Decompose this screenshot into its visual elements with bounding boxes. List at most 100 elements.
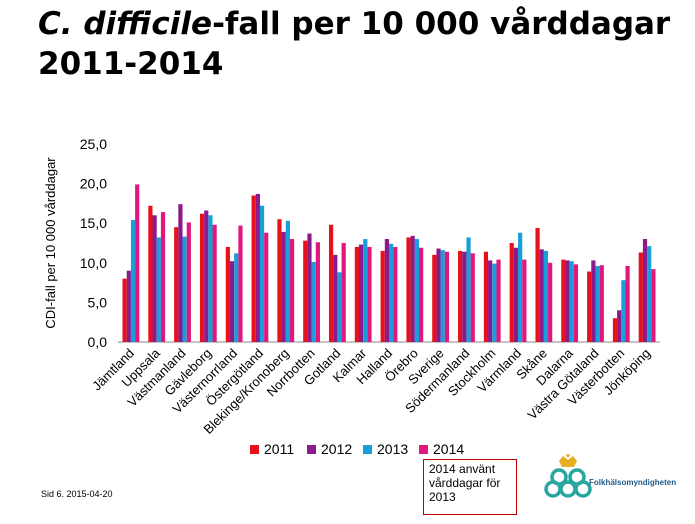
legend-swatch-2013 bbox=[363, 444, 372, 454]
bar-2011 bbox=[303, 240, 308, 342]
bar-2011 bbox=[354, 246, 359, 342]
page-title: C. difficile-fall per 10 000 vårddagar 2… bbox=[38, 4, 678, 84]
bar-2013 bbox=[543, 250, 549, 342]
bar-2014 bbox=[496, 259, 501, 342]
bar-2013 bbox=[130, 220, 136, 342]
bar-2012 bbox=[333, 254, 338, 342]
legend-item-2013: 2013 bbox=[363, 441, 408, 457]
y-tick-label: 5,0 bbox=[88, 294, 108, 310]
logo-text: Folkhälsomyndigheten bbox=[589, 478, 677, 487]
legend-item-2011: 2011 bbox=[250, 441, 294, 457]
y-tick-label: 10,0 bbox=[80, 255, 107, 271]
y-tick-label: 0,0 bbox=[88, 334, 108, 350]
bar-2014 bbox=[393, 246, 398, 342]
bar-2014 bbox=[212, 224, 217, 342]
bar-2014 bbox=[573, 264, 579, 342]
bar-2013 bbox=[389, 243, 394, 342]
bar-2011 bbox=[174, 227, 179, 342]
bar-2011 bbox=[587, 271, 592, 342]
bar-2013 bbox=[182, 236, 187, 342]
legend-swatch-2012 bbox=[307, 444, 316, 454]
bar-2013 bbox=[569, 261, 574, 342]
bar-2013 bbox=[595, 265, 600, 342]
bar-2012 bbox=[617, 310, 622, 342]
bar-2014 bbox=[651, 269, 656, 342]
bar-2012 bbox=[178, 204, 183, 342]
bar-2014 bbox=[625, 265, 630, 342]
bar-2014 bbox=[367, 246, 372, 342]
bar-2012 bbox=[126, 270, 131, 342]
bar-2012 bbox=[152, 215, 157, 342]
legend-label-2012: 2012 bbox=[321, 441, 353, 457]
bar-2011 bbox=[509, 243, 514, 342]
bar-2013 bbox=[234, 253, 239, 342]
bar-2014 bbox=[341, 243, 346, 342]
bar-2014 bbox=[264, 232, 269, 342]
bar-2012 bbox=[539, 249, 544, 342]
bar-2014 bbox=[599, 265, 604, 342]
bar-2011 bbox=[148, 205, 153, 342]
bar-2012 bbox=[204, 210, 209, 342]
bar-2012 bbox=[513, 247, 519, 342]
bar-2011 bbox=[277, 219, 282, 342]
bar-2011 bbox=[199, 213, 205, 342]
title-line2: 2011-2014 bbox=[38, 46, 224, 82]
bar-2012 bbox=[410, 235, 415, 342]
legend-label-2013: 2013 bbox=[377, 441, 409, 457]
bar-2014 bbox=[419, 247, 424, 342]
bar-2012 bbox=[229, 261, 235, 342]
bar-2012 bbox=[384, 239, 389, 342]
y-tick-label: 20,0 bbox=[80, 176, 107, 192]
bar-2011 bbox=[432, 254, 437, 342]
legend-swatch-2014 bbox=[419, 444, 428, 454]
bar-2013 bbox=[156, 237, 161, 342]
bar-2011 bbox=[328, 224, 334, 342]
bar-2013 bbox=[518, 232, 523, 342]
bar-2012 bbox=[565, 260, 570, 342]
bar-2011 bbox=[483, 251, 489, 342]
bar-2013 bbox=[337, 272, 342, 342]
y-tick-label: 15,0 bbox=[80, 215, 107, 231]
bar-2012 bbox=[642, 239, 648, 342]
bar-2013 bbox=[414, 239, 420, 342]
bar-2012 bbox=[358, 244, 364, 342]
bar-2013 bbox=[285, 220, 290, 342]
bar-2013 bbox=[311, 262, 316, 342]
annotation-note: 2014 använt vårddagar för 2013 bbox=[423, 459, 517, 515]
bar-2014 bbox=[548, 262, 553, 342]
legend-label-2014: 2014 bbox=[433, 441, 465, 457]
title-italic-part: C. difficile bbox=[38, 6, 213, 42]
bar-2013 bbox=[259, 205, 265, 342]
bar-2014 bbox=[238, 225, 243, 342]
legend-label-2011: 2011 bbox=[264, 441, 295, 457]
bar-2013 bbox=[466, 237, 471, 342]
bar-2011 bbox=[561, 259, 566, 342]
bar-2012 bbox=[281, 231, 286, 342]
bar-2013 bbox=[363, 239, 368, 342]
bar-2012 bbox=[591, 260, 596, 342]
bar-2011 bbox=[612, 318, 618, 342]
bar-2012 bbox=[255, 193, 260, 342]
bar-2011 bbox=[535, 227, 540, 342]
title-rest: -fall per 10 000 vårddagar bbox=[212, 6, 671, 42]
bar-2013 bbox=[647, 246, 652, 342]
footer-text: Sid 6. 2015-04-20 bbox=[41, 489, 113, 499]
bar-2013 bbox=[492, 263, 497, 342]
bar-2014 bbox=[135, 184, 140, 342]
y-tick-label: 25,0 bbox=[80, 136, 107, 152]
bar-2011 bbox=[122, 278, 127, 342]
legend-item-2012: 2012 bbox=[307, 441, 352, 457]
bar-2012 bbox=[488, 260, 493, 342]
bar-2014 bbox=[186, 222, 191, 342]
bar-2011 bbox=[251, 195, 256, 342]
bar-2014 bbox=[522, 259, 527, 342]
bar-2014 bbox=[160, 212, 166, 342]
folkhalsomyndigheten-logo-icon bbox=[544, 453, 592, 498]
bar-2014 bbox=[315, 242, 320, 342]
legend-swatch-2011 bbox=[250, 444, 259, 454]
bar-2014 bbox=[444, 251, 450, 342]
bar-2011 bbox=[380, 250, 385, 342]
bar-2011 bbox=[406, 237, 411, 342]
bar-2014 bbox=[470, 253, 475, 342]
